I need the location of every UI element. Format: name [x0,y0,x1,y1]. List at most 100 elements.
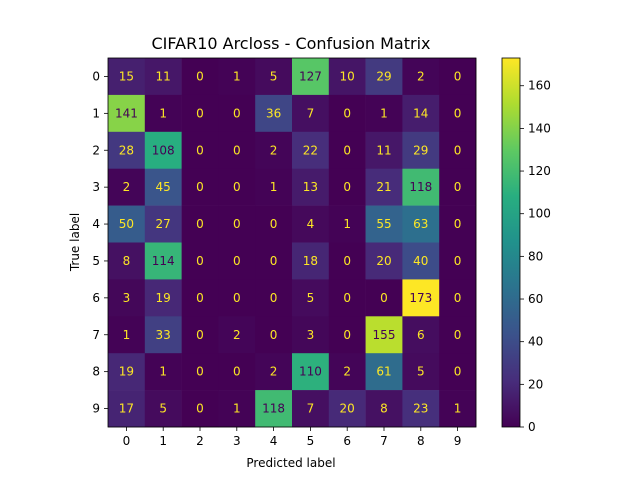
cell-value-label: 2 [270,365,278,379]
x-axis-label: Predicted label [246,456,335,470]
cell-value-label: 27 [156,217,171,231]
heatmap-cell [144,242,182,280]
heatmap-cell [255,205,293,243]
heatmap-cell [144,131,182,169]
cell-value-label: 0 [343,254,351,268]
colorbar-tick-label: 120 [528,164,551,178]
cell-value-label: 2 [343,365,351,379]
cell-value-label: 1 [454,402,462,416]
heatmap-cell [255,94,293,133]
cell-value-label: 20 [376,254,391,268]
heatmap-cell [181,205,219,243]
colorbar-tick-label: 20 [528,377,543,391]
heatmap-cell [439,242,477,280]
cell-value-label: 108 [152,143,175,157]
y-tick-label: 6 [92,291,100,305]
heatmap-cell [292,168,330,206]
cell-value-label: 0 [270,291,278,305]
heatmap-cell [328,168,366,206]
cell-value-label: 11 [376,143,391,157]
heatmap-cell [144,168,182,206]
cell-value-label: 141 [115,106,138,120]
heatmap-cell [402,316,440,354]
colorbar-tick-label: 80 [528,249,543,263]
heatmap-cell [328,316,366,354]
plot-frame [107,57,477,428]
heatmap-cell [144,353,182,391]
heatmap-cell [365,205,403,243]
heatmap-cell [365,168,403,206]
cell-value-label: 1 [123,328,131,342]
cell-value-label: 0 [454,291,462,305]
cell-value-label: 14 [413,106,428,120]
cell-value-label: 0 [270,328,278,342]
heatmap-cell [181,94,219,133]
heatmap-cell [439,58,477,96]
colorbar-tick-label: 40 [528,335,543,349]
cell-value-label: 0 [343,106,351,120]
cell-value-label: 0 [196,291,204,305]
heatmap-cell [108,316,146,354]
chart-title: CIFAR10 Arcloss - Confusion Matrix [152,34,431,53]
cell-value-label: 0 [270,217,278,231]
heatmap-cell [439,353,477,391]
heatmap-cell [144,58,182,96]
x-tick-label: 5 [307,434,315,448]
heatmap-cell [255,242,293,280]
heatmap-cell [365,353,403,391]
cell-value-label: 45 [156,180,171,194]
heatmap-cell [108,279,146,317]
cell-value-label: 29 [376,69,391,83]
cell-value-label: 5 [417,365,425,379]
heatmap-cell [402,279,440,317]
heatmap-cell [439,316,477,354]
cell-value-label: 0 [454,106,462,120]
cell-value-label: 0 [196,217,204,231]
heatmap-cell [144,390,182,428]
x-tick-label: 0 [123,434,131,448]
cell-value-label: 2 [270,143,278,157]
colorbar-ticks: 0 20 40 60 80 100 120 140 160 [520,79,551,434]
heatmap-cell [108,58,146,96]
cell-value-label: 1 [380,106,388,120]
heatmap-cell [255,353,293,391]
y-tick-label: 8 [92,365,100,379]
cell-value-label: 0 [343,180,351,194]
cell-value-label: 1 [159,365,167,379]
heatmap-cell [439,390,477,428]
cell-value-label: 0 [196,328,204,342]
heatmap-cell [218,58,256,96]
cell-value-label: 0 [196,180,204,194]
cell-value-label: 0 [454,328,462,342]
heatmap-cell [108,390,146,428]
heatmap-cell [218,316,256,354]
cell-value-label: 0 [233,143,241,157]
heatmap-cell [181,316,219,354]
cell-value-label: 2 [233,328,241,342]
cell-value-label: 0 [196,254,204,268]
y-tick-label: 3 [92,180,100,194]
heatmap-cell [365,390,403,428]
x-tick-label: 9 [454,434,462,448]
cell-value-label: 8 [123,254,131,268]
cell-value-label: 5 [159,402,167,416]
heatmap-cell [292,242,330,280]
y-tick-label: 7 [92,328,100,342]
heatmap-cell [328,94,366,133]
heatmap-cell [439,279,477,317]
heatmap-cell [439,131,477,169]
heatmap-cell [292,58,330,96]
heatmap-cells [108,58,477,428]
heatmap-cell [181,242,219,280]
cell-value-label: 19 [119,365,134,379]
x-tick-label: 7 [380,434,388,448]
heatmap-cell [328,390,366,428]
cell-value-label: 114 [152,254,175,268]
cell-value-label: 0 [233,180,241,194]
heatmap-cell [218,168,256,206]
heatmap-cell [402,58,440,96]
heatmap-cell [365,94,403,133]
cell-value-label: 1 [233,402,241,416]
cell-value-label: 50 [119,217,134,231]
heatmap-cell [108,242,146,280]
